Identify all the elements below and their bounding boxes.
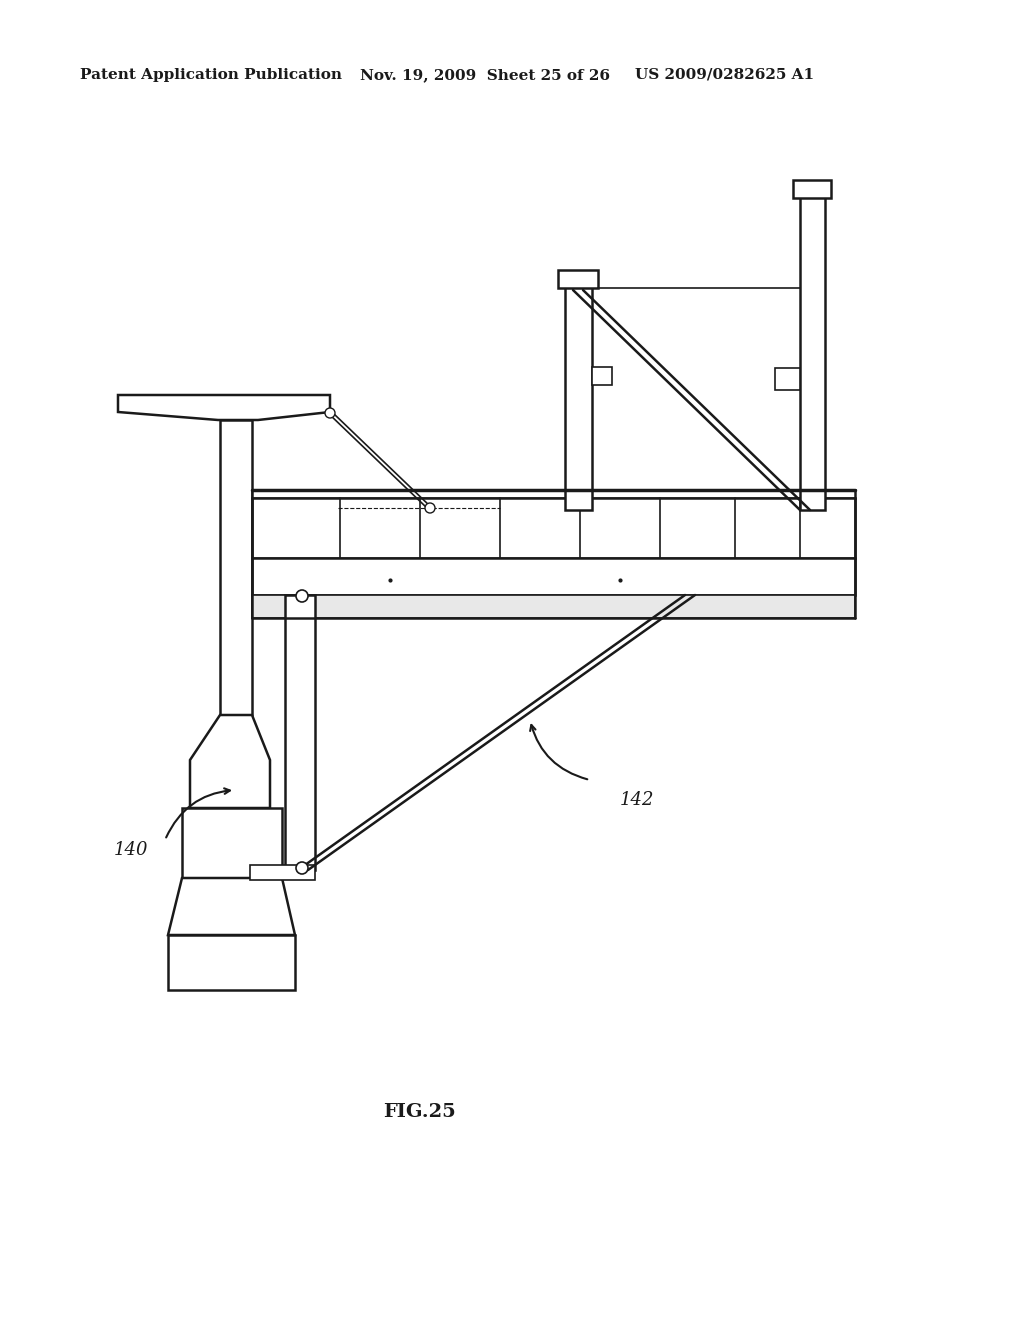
Text: 140: 140 — [114, 841, 148, 859]
Bar — [558, 271, 598, 288]
Bar — [168, 935, 295, 990]
Bar — [220, 420, 252, 715]
Bar — [182, 808, 282, 878]
Circle shape — [296, 862, 308, 874]
Bar — [252, 490, 855, 498]
Bar — [775, 368, 800, 389]
Polygon shape — [118, 395, 330, 420]
Polygon shape — [190, 715, 270, 808]
Text: Nov. 19, 2009  Sheet 25 of 26: Nov. 19, 2009 Sheet 25 of 26 — [360, 69, 610, 82]
Bar — [252, 498, 855, 558]
Circle shape — [325, 408, 335, 418]
Bar — [252, 595, 855, 618]
Polygon shape — [168, 878, 295, 935]
Bar — [800, 195, 825, 510]
Bar — [252, 558, 855, 595]
Bar — [250, 865, 315, 880]
Text: 142: 142 — [620, 791, 654, 809]
Text: FIG.25: FIG.25 — [384, 1104, 457, 1121]
Bar — [565, 285, 592, 510]
Bar — [793, 180, 831, 198]
Bar — [285, 595, 315, 870]
Circle shape — [296, 590, 308, 602]
Circle shape — [425, 503, 435, 513]
Text: US 2009/0282625 A1: US 2009/0282625 A1 — [635, 69, 814, 82]
Bar — [592, 367, 612, 385]
Text: Patent Application Publication: Patent Application Publication — [80, 69, 342, 82]
